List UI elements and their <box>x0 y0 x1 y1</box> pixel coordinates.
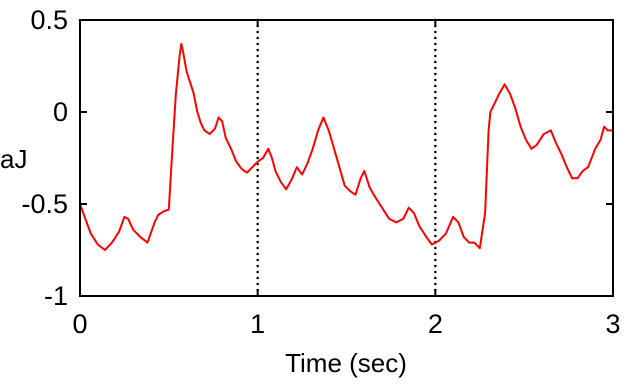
x-tick-label-0: 0 <box>72 309 87 339</box>
y-tick-label-0.5: 0.5 <box>30 5 68 35</box>
series-line-0 <box>79 42 613 251</box>
y-tick-label--0.5: -0.5 <box>21 189 68 219</box>
x-tick-label-1: 1 <box>250 309 265 339</box>
y-axis-label: aJ <box>0 144 27 174</box>
y-tick-label-0: 0 <box>53 97 68 127</box>
x-tick-label-2: 2 <box>428 309 443 339</box>
tick-labels: 0 1 2 3 0.5 0 -0.5 -1 <box>21 5 620 339</box>
tick-marks <box>79 19 614 297</box>
plot-frame <box>79 19 614 297</box>
x-tick-label-3: 3 <box>605 309 620 339</box>
y-tick-label--1: -1 <box>44 281 68 311</box>
x-axis-label: Time (sec) <box>285 348 407 378</box>
series-layer <box>79 42 613 251</box>
grid-lines <box>256 18 437 298</box>
